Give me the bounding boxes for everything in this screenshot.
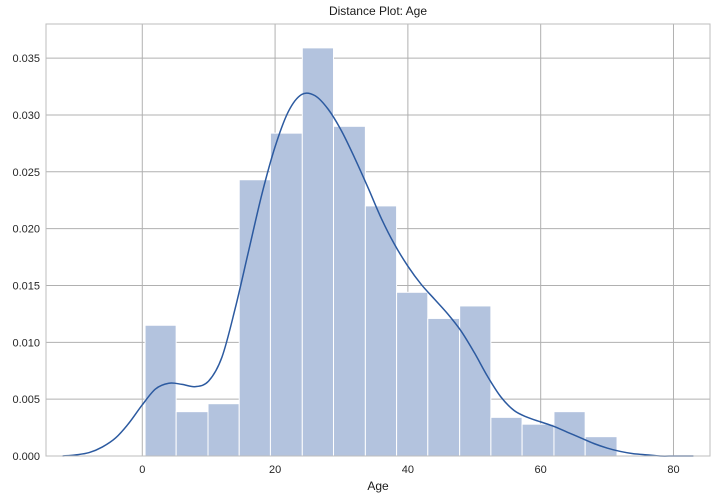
kde-curve: [62, 92, 694, 457]
histogram-bar: [364, 205, 398, 457]
histogram-bar: [396, 291, 429, 457]
histogram-bar: [333, 125, 366, 457]
y-tick-labels: 0.000 0.005 0.010 0.015 0.020 0.025 0.030 0.035: [12, 53, 40, 463]
histogram-bar: [175, 411, 209, 457]
histogram-bar: [459, 305, 492, 457]
histogram-bar: [490, 416, 523, 457]
y-tick-label: 0.000: [12, 451, 40, 463]
x-tick-label: 60: [535, 464, 547, 476]
y-tick-label: 0.020: [12, 224, 40, 236]
y-tick-label: 0.035: [12, 53, 40, 65]
y-tick-label: 0.005: [12, 394, 40, 406]
histogram-bar: [207, 403, 240, 457]
x-tick-label: 20: [269, 464, 281, 476]
histogram-bars: [144, 47, 618, 457]
y-tick-label: 0.015: [12, 280, 40, 292]
y-tick-label: 0.025: [12, 167, 40, 179]
histogram-bar: [427, 317, 461, 457]
x-tick-labels: 0 20 40 60 80: [139, 464, 679, 476]
x-tick-label: 80: [667, 464, 679, 476]
chart-title: Distance Plot: Age: [329, 4, 427, 18]
histogram-bar: [144, 324, 177, 457]
histogram-bar: [521, 423, 555, 457]
kde-curve-group: [62, 92, 694, 457]
y-tick-label: 0.010: [12, 337, 40, 349]
x-tick-label: 0: [139, 464, 145, 476]
x-axis-label: Age: [367, 479, 389, 493]
x-tick-label: 40: [402, 464, 414, 476]
histogram-bar: [269, 132, 303, 457]
y-tick-label: 0.030: [12, 110, 40, 122]
plot-frame: [45, 23, 711, 457]
